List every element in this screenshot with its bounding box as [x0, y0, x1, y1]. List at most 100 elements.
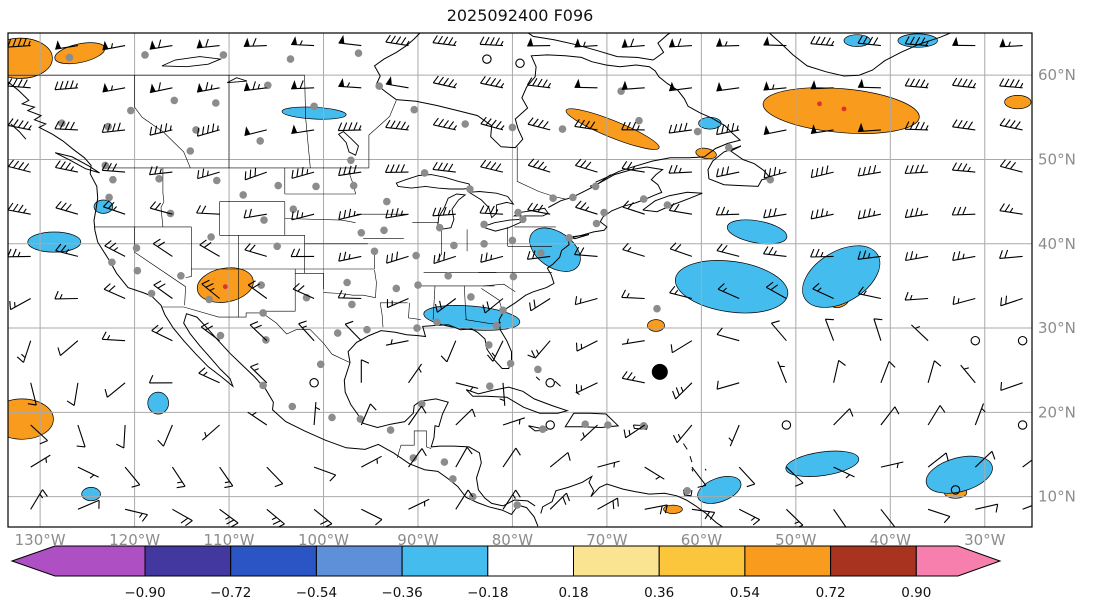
station-dot — [466, 185, 474, 193]
coastline — [373, 33, 742, 183]
wind-barb — [313, 402, 321, 426]
lake-outline — [480, 218, 524, 232]
wind-barb — [786, 466, 804, 487]
wind-barb — [857, 208, 882, 220]
wind-barb — [527, 202, 551, 215]
lon-tick-label: 90°W — [397, 531, 439, 549]
anomaly-patch-orange — [663, 504, 683, 514]
station-dot — [312, 182, 320, 191]
wind-barb — [952, 251, 976, 261]
wind-barb — [408, 405, 427, 426]
wind-barb — [198, 367, 220, 384]
wind-barb — [291, 210, 315, 221]
wind-barb — [243, 208, 267, 219]
wind-barb — [812, 282, 834, 299]
wind-barb — [385, 83, 409, 89]
wind-barb-pennant — [763, 36, 770, 46]
station-dot — [310, 102, 318, 111]
colorbar-cell — [830, 545, 917, 577]
wind-barb — [201, 424, 220, 441]
lake-outline — [467, 191, 515, 219]
station-dot — [508, 123, 517, 132]
border-line — [134, 226, 186, 306]
coastline — [569, 234, 590, 240]
wind-barb — [54, 80, 78, 91]
wind-barb — [149, 201, 173, 215]
station-dot — [420, 169, 429, 177]
wind-barb-pennant — [952, 36, 959, 46]
station-dot — [549, 194, 557, 202]
lat-tick-label: 50°N — [1038, 151, 1076, 169]
wind-barb-pennant — [244, 81, 250, 91]
wind-barb — [621, 338, 645, 345]
wind-barb — [763, 246, 787, 257]
coastline — [691, 468, 694, 472]
anomaly-patches — [8, 33, 1032, 514]
border-line — [481, 288, 503, 311]
colorbar-tick-label: −0.36 — [381, 585, 422, 601]
wind-barb — [580, 424, 598, 442]
wind-barb — [857, 164, 881, 177]
wind-barb — [432, 117, 458, 131]
anomaly-patch-cyan — [529, 227, 581, 272]
wind-barb — [810, 87, 834, 90]
wind-barb — [621, 121, 645, 131]
small-circle-marker — [515, 58, 525, 69]
station-dot — [363, 325, 371, 334]
wind-barb — [219, 508, 239, 527]
wind-barb — [148, 374, 173, 384]
station-dot — [186, 147, 195, 155]
coastline — [527, 33, 654, 61]
border-line — [185, 226, 192, 278]
wind-barb — [574, 41, 598, 48]
wind-barb — [55, 243, 79, 257]
anomaly-patch-cyan — [147, 391, 169, 415]
wind-barb — [77, 466, 99, 479]
wind-barb — [880, 461, 904, 469]
wind-barb — [8, 159, 31, 173]
wind-barb-pennant — [291, 124, 298, 134]
wind-barb — [360, 359, 370, 383]
anomaly-patch-orange — [695, 147, 717, 160]
wind-barb — [716, 243, 740, 257]
wind-barb — [644, 466, 665, 480]
anomaly-patch-orange — [565, 108, 660, 150]
wind-barb — [480, 252, 504, 263]
station-dot — [592, 219, 601, 228]
wind-barb — [480, 75, 505, 89]
wind-barb — [974, 450, 996, 468]
wind-barb — [385, 34, 410, 47]
wind-barb — [244, 243, 267, 257]
wind-barb — [502, 417, 525, 426]
station-dot — [409, 454, 418, 462]
station-dot — [239, 191, 247, 199]
wind-barb — [385, 339, 409, 346]
wind-barb — [77, 499, 100, 510]
border-line — [464, 285, 467, 320]
coastline — [642, 191, 703, 213]
wind-barb — [904, 36, 929, 47]
wind-barb-pennant — [196, 39, 203, 48]
station-dot — [205, 295, 213, 304]
lake-outline — [437, 193, 467, 230]
wind-barb — [171, 466, 186, 489]
wind-barb — [360, 403, 377, 426]
wind-barb — [266, 466, 284, 488]
wind-barb-pennant — [763, 125, 770, 135]
red-dot-marker — [841, 106, 847, 112]
wind-barb — [57, 340, 79, 357]
wind-barb — [597, 460, 620, 468]
wind-barb — [999, 249, 1023, 259]
border-line — [284, 218, 356, 223]
lon-tick-label: 80°W — [492, 531, 534, 549]
small-circle-marker — [950, 485, 961, 495]
wind-barb — [104, 382, 126, 398]
wind-barb — [266, 508, 285, 527]
lon-tick-label: 100°W — [298, 531, 349, 549]
wind-barb — [526, 250, 551, 260]
station-dot — [725, 143, 733, 152]
station-dot — [509, 272, 518, 281]
wind-barb — [432, 206, 456, 217]
wind-barb — [480, 159, 504, 173]
